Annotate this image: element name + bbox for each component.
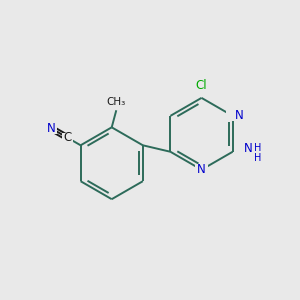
FancyBboxPatch shape <box>238 140 258 164</box>
Text: N: N <box>244 142 252 155</box>
Text: N: N <box>197 163 206 176</box>
Text: Cl: Cl <box>196 79 207 92</box>
Text: H: H <box>254 153 262 163</box>
Text: N: N <box>235 109 244 122</box>
FancyBboxPatch shape <box>62 133 74 143</box>
Text: N: N <box>47 122 56 135</box>
FancyBboxPatch shape <box>195 164 208 175</box>
Text: C: C <box>64 131 72 144</box>
FancyBboxPatch shape <box>226 110 239 122</box>
Text: H: H <box>254 143 262 153</box>
Text: CH₃: CH₃ <box>107 97 126 107</box>
FancyBboxPatch shape <box>46 123 57 134</box>
